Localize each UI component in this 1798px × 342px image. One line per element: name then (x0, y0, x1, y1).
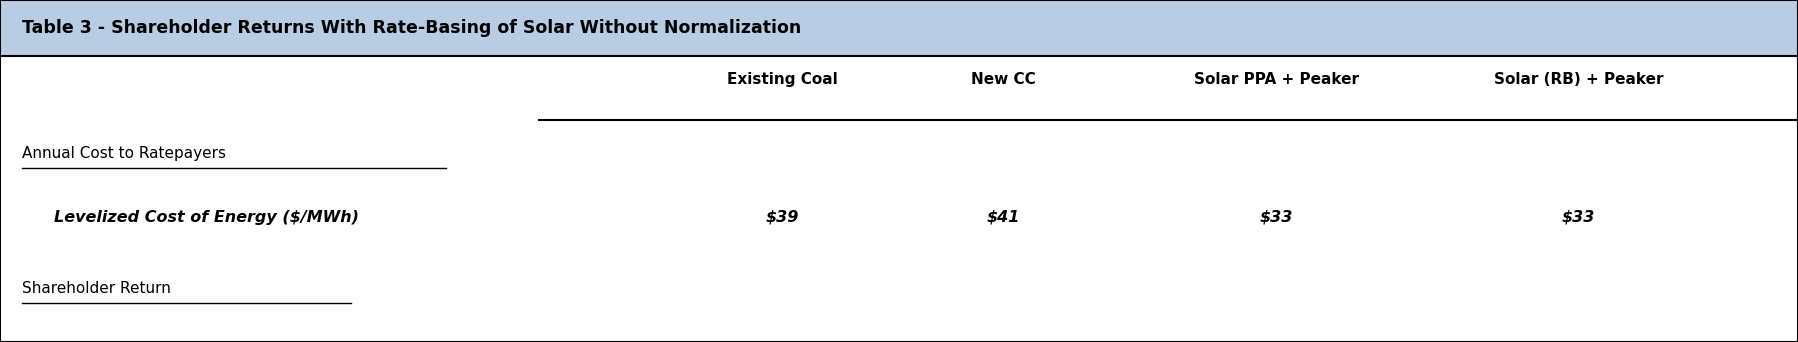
Text: Annual Cost to Ratepayers: Annual Cost to Ratepayers (22, 146, 225, 161)
Text: $33: $33 (1562, 210, 1595, 225)
Text: Existing Coal: Existing Coal (726, 72, 838, 87)
Text: New CC: New CC (971, 72, 1036, 87)
Text: Levelized Cost of Energy ($/MWh): Levelized Cost of Energy ($/MWh) (54, 210, 360, 225)
Text: Table 3 - Shareholder Returns With Rate-Basing of Solar Without Normalization: Table 3 - Shareholder Returns With Rate-… (22, 19, 800, 37)
Text: Solar (RB) + Peaker: Solar (RB) + Peaker (1494, 72, 1663, 87)
Bar (0, 0, 1798, 56)
Text: $39: $39 (766, 210, 798, 225)
Text: Shareholder Return: Shareholder Return (22, 281, 171, 297)
Text: Solar PPA + Peaker: Solar PPA + Peaker (1194, 72, 1359, 87)
Text: $33: $33 (1260, 210, 1293, 225)
Text: $41: $41 (987, 210, 1019, 225)
